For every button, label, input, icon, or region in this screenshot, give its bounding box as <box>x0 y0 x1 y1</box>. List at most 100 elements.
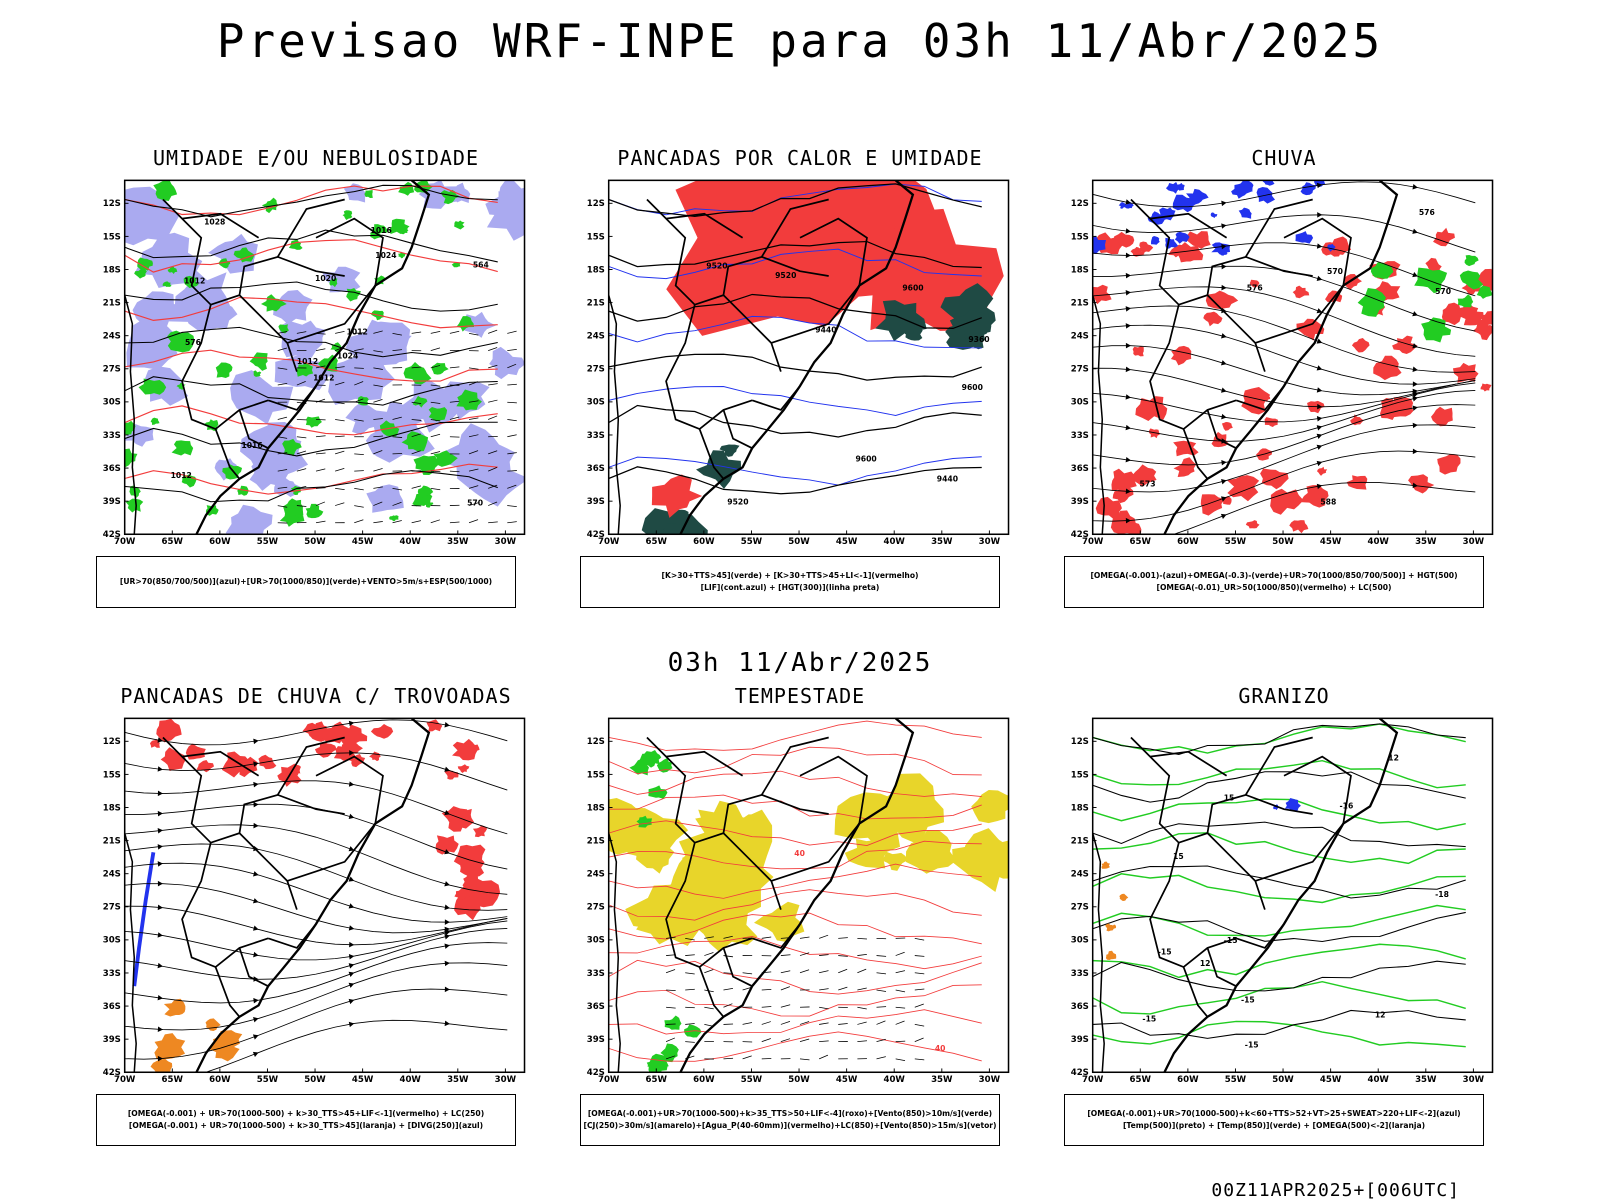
lon-tick-label: 45W <box>836 537 858 547</box>
lat-tick-label: 18S <box>587 265 605 275</box>
streamline-arrow <box>1221 174 1226 179</box>
lat-tick-label: 18S <box>587 803 605 813</box>
map-granizo: 1212151215-15-18-15-15-16-15-1512S15S18S… <box>1064 712 1504 1092</box>
lat-tick-label: 39S <box>1071 1035 1089 1045</box>
lon-tick-label: 40W <box>883 1075 905 1085</box>
lat-tick-label: 36S <box>103 464 121 474</box>
lat-tick-label: 24S <box>587 332 605 342</box>
lat-tick-label: 33S <box>1071 431 1089 441</box>
lat-tick-label: 33S <box>587 969 605 979</box>
lon-tick-label: 30W <box>979 537 1001 547</box>
contour-label: 9520 <box>706 261 727 270</box>
lon-tick-label: 70W <box>1082 537 1104 547</box>
lat-tick-label: 18S <box>1071 803 1089 813</box>
lat-tick-label: 12S <box>103 737 121 747</box>
contour-label: 576 <box>1247 283 1263 292</box>
contour-label: 1024 <box>337 351 358 360</box>
lat-tick-label: 30S <box>587 398 605 408</box>
lat-tick-label: 24S <box>103 332 121 342</box>
lat-tick-label: 18S <box>103 803 121 813</box>
lon-tick-label: 55W <box>257 1075 279 1085</box>
contour-label: 1012 <box>297 357 318 366</box>
lat-tick-label: 27S <box>587 365 605 375</box>
lon-tick-label: 40W <box>399 1075 421 1085</box>
contour-label: 1016 <box>371 226 392 235</box>
contour-label: 9520 <box>727 498 748 507</box>
panel-legend: [OMEGA(-0.001)+UR>70(1000-500)+k<60+TTS>… <box>1064 1094 1484 1146</box>
map-pancadas-calor: 96009600960095209520952094409440936012S1… <box>580 174 1020 554</box>
lon-tick-label: 65W <box>1130 537 1152 547</box>
lat-tick-label: 21S <box>103 836 121 846</box>
lat-tick-label: 30S <box>587 936 605 946</box>
legend-line: [OMEGA(-0.001)-(azul)+OMEGA(-0.3)-(verde… <box>1090 570 1457 582</box>
legend-line: [LIF](cont.azul) + [HGT(300)](linha pret… <box>701 582 880 594</box>
lon-tick-label: 50W <box>304 537 326 547</box>
lon-tick-label: 30W <box>1463 1075 1485 1085</box>
streamline <box>125 712 508 716</box>
lat-tick-label: 18S <box>103 265 121 275</box>
lon-tick-label: 35W <box>931 537 953 547</box>
legend-line: [OMEGA(-0.001)+UR>70(1000-500)+k>35_TTS>… <box>588 1108 992 1120</box>
lat-tick-label: 24S <box>1071 332 1089 342</box>
lon-tick-label: 65W <box>1130 1075 1152 1085</box>
lon-tick-label: 60W <box>209 537 231 547</box>
contour-label: 40 <box>794 849 805 858</box>
page-title: Previsao WRF-INPE para 03h 11/Abr/2025 <box>0 14 1600 68</box>
lat-tick-label: 24S <box>1071 870 1089 880</box>
legend-line: [CJ(250)>30m/s](amarelo)+[Agua_P(40-60mm… <box>583 1120 996 1132</box>
lon-tick-label: 60W <box>1177 537 1199 547</box>
lon-tick-label: 65W <box>646 1075 668 1085</box>
rain-area <box>1133 346 1144 356</box>
lon-tick-label: 35W <box>447 537 469 547</box>
lat-tick-label: 36S <box>1071 1002 1089 1012</box>
moisture-low-level <box>364 190 372 198</box>
bottom-row-title: 03h 11/Abr/2025 <box>0 648 1600 678</box>
lon-tick-label: 60W <box>693 1075 715 1085</box>
lon-tick-label: 40W <box>399 537 421 547</box>
contour-label: 1028 <box>204 217 225 226</box>
lat-tick-label: 15S <box>103 770 121 780</box>
lat-tick-label: 24S <box>103 870 121 880</box>
lat-tick-label: 33S <box>103 431 121 441</box>
contour-label: 12 <box>1200 959 1211 968</box>
lat-tick-label: 18S <box>1071 265 1089 275</box>
lat-tick-label: 39S <box>103 1035 121 1045</box>
lat-tick-label: 30S <box>1071 398 1089 408</box>
panel-title: UMIDADE E/OU NEBULOSIDADE <box>96 146 536 170</box>
lon-tick-label: 70W <box>598 1075 620 1085</box>
lat-tick-label: 30S <box>103 936 121 946</box>
lon-tick-label: 40W <box>883 537 905 547</box>
contour-label: 576 <box>185 338 201 347</box>
lon-tick-label: 70W <box>598 537 620 547</box>
lon-tick-label: 35W <box>931 1075 953 1085</box>
panel-legend: [OMEGA(-0.001)+UR>70(1000-500)+k>35_TTS>… <box>580 1094 1000 1146</box>
contour-label: 9600 <box>902 283 923 292</box>
panel-title: TEMPESTADE <box>580 684 1020 708</box>
lat-tick-label: 21S <box>1071 836 1089 846</box>
lat-tick-label: 24S <box>587 870 605 880</box>
lat-tick-label: 27S <box>103 903 121 913</box>
contour-label: 9600 <box>962 383 983 392</box>
legend-line: [OMEGA(-0.001) + UR>70(1000-500) + k>30_… <box>128 1108 484 1120</box>
lat-tick-label: 39S <box>103 497 121 507</box>
lat-tick-label: 36S <box>1071 464 1089 474</box>
contour-label: -15 <box>1241 995 1255 1004</box>
lat-tick-label: 27S <box>1071 365 1089 375</box>
lon-tick-label: 55W <box>1225 1075 1247 1085</box>
lon-tick-label: 35W <box>1415 1075 1437 1085</box>
lat-tick-label: 27S <box>587 903 605 913</box>
panel-title: PANCADAS POR CALOR E UMIDADE <box>580 146 1020 170</box>
lat-tick-label: 27S <box>1071 903 1089 913</box>
legend-line: [OMEGA(-0.001) + UR>70(1000-500) + k>30_… <box>129 1120 483 1132</box>
contour-label: -18 <box>1435 890 1449 899</box>
contour-label: 564 <box>473 260 489 269</box>
map-tempestade: 404012S15S18S21S24S27S30S33S36S39S42S70W… <box>580 712 1020 1092</box>
contour-label: 1020 <box>315 274 336 283</box>
lon-tick-label: 50W <box>788 537 810 547</box>
